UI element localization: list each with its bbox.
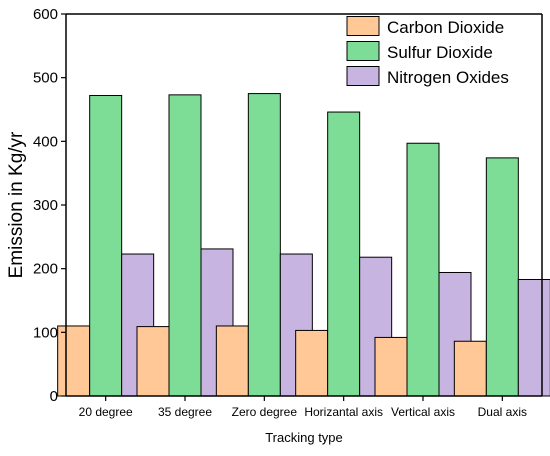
legend-swatch-nitrogen-oxides bbox=[346, 66, 380, 86]
bar-carbon-dioxide-1 bbox=[136, 326, 170, 397]
labels-layer: 0 100 200 300 400 500 600 20 degree 35 degree Zer… bbox=[6, 6, 527, 445]
bar-carbon-dioxide-3 bbox=[295, 329, 329, 397]
y-tick-label-100: 100 bbox=[33, 324, 58, 341]
x-tick-label-1: 35 degree bbox=[158, 405, 212, 419]
bar-sulfur-dioxide-2 bbox=[247, 93, 281, 397]
x-tick-label-2: Zero degree bbox=[232, 405, 298, 419]
bar-sulfur-dioxide-3 bbox=[327, 111, 361, 397]
legend-label-carbon-dioxide: Carbon Dioxide bbox=[387, 18, 504, 37]
y-tick-label-0: 0 bbox=[50, 388, 58, 405]
bar-carbon-dioxide-2 bbox=[215, 325, 249, 397]
x-tick-label-5: Dual axis bbox=[478, 405, 527, 419]
x-tick-label-3: Horizantal axis bbox=[304, 405, 383, 419]
bar-carbon-dioxide-4 bbox=[374, 336, 408, 397]
bar-sulfur-dioxide-1 bbox=[168, 94, 202, 397]
bars-layer bbox=[57, 93, 550, 397]
legend-swatch-sulfur-dioxide bbox=[346, 41, 380, 61]
bar-nitrogen-oxides-5 bbox=[517, 278, 550, 397]
x-tick-label-0: 20 degree bbox=[79, 405, 133, 419]
x-axis-title: Tracking type bbox=[265, 430, 343, 445]
legend: Carbon Dioxide Sulfur Dioxide Nitrogen Oxi… bbox=[346, 16, 509, 87]
y-axis-title: Emission in Kg/yr bbox=[6, 131, 27, 278]
y-tick-label-500: 500 bbox=[33, 70, 58, 87]
legend-label-sulfur-dioxide: Sulfur Dioxide bbox=[387, 43, 493, 62]
bar-sulfur-dioxide-4 bbox=[406, 142, 440, 397]
bar-carbon-dioxide-5 bbox=[453, 340, 487, 397]
bar-sulfur-dioxide-0 bbox=[89, 94, 123, 397]
y-tick-label-200: 200 bbox=[33, 261, 58, 278]
bar-sulfur-dioxide-5 bbox=[485, 157, 519, 397]
legend-swatch-carbon-dioxide bbox=[346, 16, 380, 36]
y-tick-label-600: 600 bbox=[33, 6, 58, 23]
legend-label-nitrogen-oxides: Nitrogen Oxides bbox=[387, 68, 509, 87]
x-tick-label-4: Vertical axis bbox=[391, 405, 455, 419]
bar-carbon-dioxide-0 bbox=[57, 325, 91, 397]
axes-layer bbox=[61, 13, 543, 401]
y-tick-label-400: 400 bbox=[33, 133, 58, 150]
y-tick-label-300: 300 bbox=[33, 197, 58, 214]
